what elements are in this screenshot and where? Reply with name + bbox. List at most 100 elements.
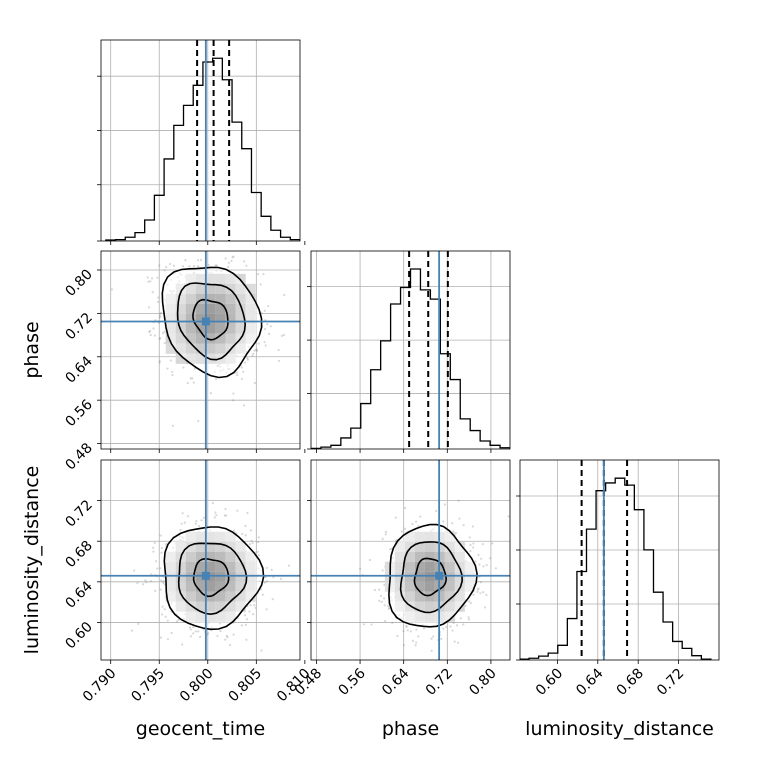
sample-point [264,576,267,579]
sample-point [417,635,420,638]
sample-point [186,381,189,385]
sample-point [215,378,218,381]
hist-panel-luminosity_distance [520,460,719,660]
sample-point [232,399,235,402]
sample-point [256,550,259,554]
sample-point [469,543,472,546]
sample-point [145,581,148,584]
sample-point [485,563,488,567]
sample-point [414,644,417,647]
sample-point [162,580,165,583]
sample-point [197,419,200,423]
ytick-label-phase: 0.72 [62,310,95,343]
sample-point [251,354,254,358]
sample-point [384,530,388,534]
sample-point [283,293,286,297]
x-axis-title-luminosity_distance: luminosity_distance [525,718,714,740]
sample-point [232,392,235,395]
sample-point [153,334,156,337]
sample-point [462,623,465,626]
sample-point [163,330,166,333]
sample-point [159,588,162,591]
sample-point [156,567,159,570]
xtick-label-geocent_time: 0.790 [80,666,120,706]
panel-frame [100,39,301,242]
sample-point [265,579,269,583]
sample-point [189,377,192,380]
sample-point [404,506,407,510]
sample-point [224,507,227,511]
sample-point [211,502,214,505]
sample-point [469,601,473,605]
sample-point [196,264,200,268]
sample-point [280,334,284,337]
sample-point [158,264,161,267]
sample-point [223,514,226,517]
sample-point [191,377,194,380]
sample-point [228,643,232,647]
sample-point [219,630,222,633]
ytick-label-phase: 0.80 [62,267,95,300]
sample-point [405,624,408,627]
sample-point [478,563,481,566]
sample-point [253,604,256,607]
sample-point [189,628,192,631]
sample-point [183,521,186,524]
sample-point [177,618,180,621]
sample-point [199,635,202,638]
sample-point [163,269,166,272]
sample-point [171,374,174,377]
sample-point [384,533,387,536]
sample-point [214,264,217,267]
sample-point [264,344,267,347]
sample-point [457,499,460,502]
sample-point [471,525,475,528]
sample-point [422,627,426,630]
xtick-label-geocent_time: 0.800 [177,666,217,706]
sample-point [507,515,510,518]
sample-point [141,583,145,586]
x-axis-title-phase: phase [382,718,439,740]
sample-point [161,605,164,608]
truth-marker [201,571,210,580]
xtick-label-phase: 0.72 [423,666,456,699]
sample-point [226,636,229,639]
x-axis-title-geocent_time: geocent_time [136,718,265,740]
sample-point [287,564,291,567]
sample-point [396,634,399,638]
sample-point [181,265,185,268]
sample-point [256,273,260,276]
sample-point [166,619,169,622]
sample-point [469,549,472,553]
sample-point [482,591,485,594]
sample-point [467,616,470,619]
sample-point [362,623,366,626]
sample-point [262,272,265,276]
sample-point [158,361,161,364]
sample-point [244,534,247,537]
sample-point [214,511,217,514]
sample-point [472,593,475,596]
sample-point [472,546,475,549]
sample-point [455,624,459,627]
sample-point [255,348,258,351]
sample-point [232,255,235,258]
sample-point [250,232,252,234]
sample-point [477,553,480,557]
truth-marker [201,317,210,326]
sample-point [146,276,149,279]
sample-point [417,524,420,528]
sample-point [159,312,162,316]
contour-line [413,557,448,597]
sample-point [246,357,249,360]
sample-point [161,332,165,335]
sample-point [160,546,163,550]
sample-point [479,592,482,595]
sample-point [175,620,179,623]
sample-point [110,288,114,291]
sample-point [261,593,264,596]
panel-frame [310,459,511,661]
sample-point [409,630,412,633]
sample-point [192,626,195,629]
ytick-label-phase: 0.64 [62,353,95,386]
